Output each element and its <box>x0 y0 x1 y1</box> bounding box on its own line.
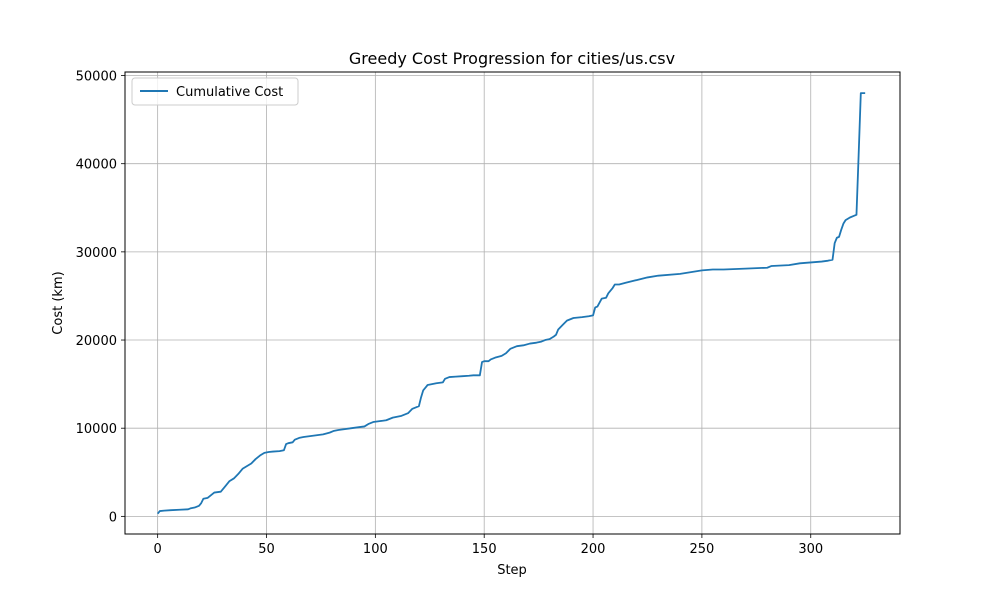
chart-title: Greedy Cost Progression for cities/us.cs… <box>349 49 675 68</box>
y-tick-label: 10000 <box>76 422 117 437</box>
legend: Cumulative Cost <box>131 77 299 106</box>
x-axis: 0 50 100 150 200 250 300 <box>154 534 823 557</box>
plot-frame <box>124 71 901 535</box>
x-tick-label: 150 <box>472 542 497 557</box>
series-layer <box>156 92 866 515</box>
x-tick-label: 50 <box>258 542 275 557</box>
y-axis-label: Cost (km) <box>51 271 66 334</box>
series-line-cumulative-cost <box>156 92 866 515</box>
y-axis: 0 10000 20000 30000 40000 50000 <box>76 70 125 525</box>
x-axis-label: Step <box>497 563 527 578</box>
x-tick-label: 100 <box>363 542 388 557</box>
x-tick-label: 0 <box>154 542 162 557</box>
y-tick-label: 0 <box>109 510 117 525</box>
y-tick-label: 50000 <box>76 70 117 85</box>
y-tick-label: 20000 <box>76 334 117 349</box>
x-tick-label: 300 <box>798 542 823 557</box>
legend-box <box>131 77 299 106</box>
grid <box>125 72 900 534</box>
y-tick-label: 30000 <box>76 246 117 261</box>
y-tick-label: 40000 <box>76 158 117 173</box>
legend-label: Cumulative Cost <box>176 85 283 100</box>
x-tick-label: 200 <box>581 542 606 557</box>
x-tick-label: 250 <box>689 542 714 557</box>
